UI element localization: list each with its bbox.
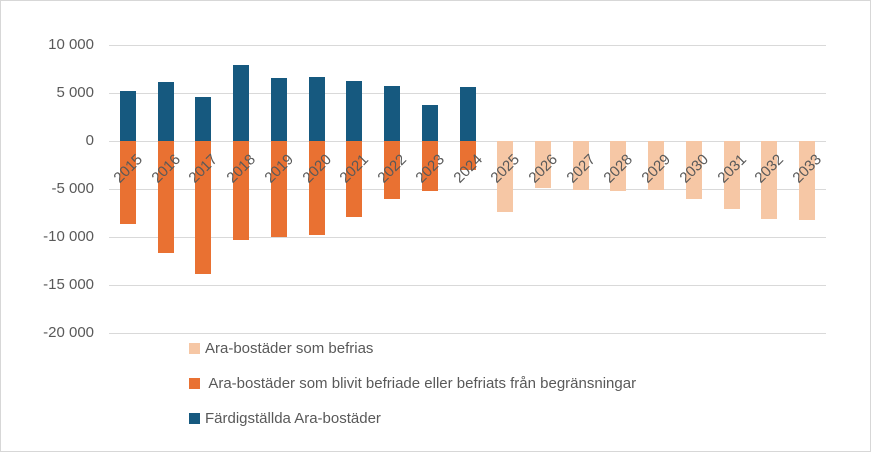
legend-label: Färdigställda Ara-bostäder <box>205 410 381 427</box>
bar-2017 <box>195 141 211 275</box>
gridline <box>109 45 826 46</box>
bar-2026 <box>535 141 551 188</box>
legend-swatch <box>189 378 200 389</box>
bar-2022 <box>384 86 400 141</box>
bar-2019 <box>271 141 287 237</box>
bar-2016 <box>158 141 174 254</box>
gridline <box>109 285 826 286</box>
legend-label: Ara-bostäder som blivit befriade eller b… <box>205 375 637 392</box>
legend-item: Ara-bostäder som befrias <box>189 340 636 357</box>
bar-2028 <box>610 141 626 191</box>
legend-label: Ara-bostäder som befrias <box>205 340 374 357</box>
bar-2033 <box>799 141 815 220</box>
bar-2015 <box>120 141 136 224</box>
y-axis-tick-label: 10 000 <box>48 36 94 53</box>
y-axis-tick-label: -10 000 <box>43 228 94 245</box>
y-axis-tick-label: 0 <box>85 132 94 149</box>
legend-swatch <box>189 413 200 424</box>
bar-2029 <box>648 141 664 190</box>
bar-2030 <box>686 141 702 199</box>
bar-2020 <box>309 141 325 236</box>
y-axis-tick-label: -5 000 <box>51 180 94 197</box>
legend-item: Ara-bostäder som blivit befriade eller b… <box>189 375 637 392</box>
y-axis-tick-label: -20 000 <box>43 324 94 341</box>
bar-2032 <box>761 141 777 219</box>
bar-2024 <box>460 87 476 141</box>
bar-2023 <box>422 104 438 141</box>
bar-2025 <box>497 141 513 212</box>
bar-2022 <box>384 141 400 199</box>
gridline <box>109 237 826 238</box>
bar-2018 <box>233 141 249 240</box>
bar-2015 <box>120 91 136 141</box>
bar-2016 <box>158 81 174 141</box>
y-axis-tick-label: -15 000 <box>43 276 94 293</box>
y-axis-tick-label: 5 000 <box>56 84 94 101</box>
chart-legend: Ara-bostäder som befrias Ara-bostäder so… <box>189 340 637 427</box>
bar-2020 <box>309 76 325 141</box>
legend-swatch <box>189 343 200 354</box>
bar-2031 <box>724 141 740 210</box>
bar-2019 <box>271 77 287 141</box>
bar-2017 <box>195 96 211 141</box>
gridline <box>109 333 826 334</box>
bar-2024 <box>460 141 476 170</box>
bar-2023 <box>422 141 438 191</box>
bar-2021 <box>346 80 362 141</box>
legend-item: Färdigställda Ara-bostäder <box>189 410 636 427</box>
bar-2018 <box>233 65 249 141</box>
x-axis-label: 2024 <box>450 151 487 187</box>
bar-2027 <box>573 141 589 190</box>
gridline <box>109 189 826 190</box>
bar-2021 <box>346 141 362 217</box>
